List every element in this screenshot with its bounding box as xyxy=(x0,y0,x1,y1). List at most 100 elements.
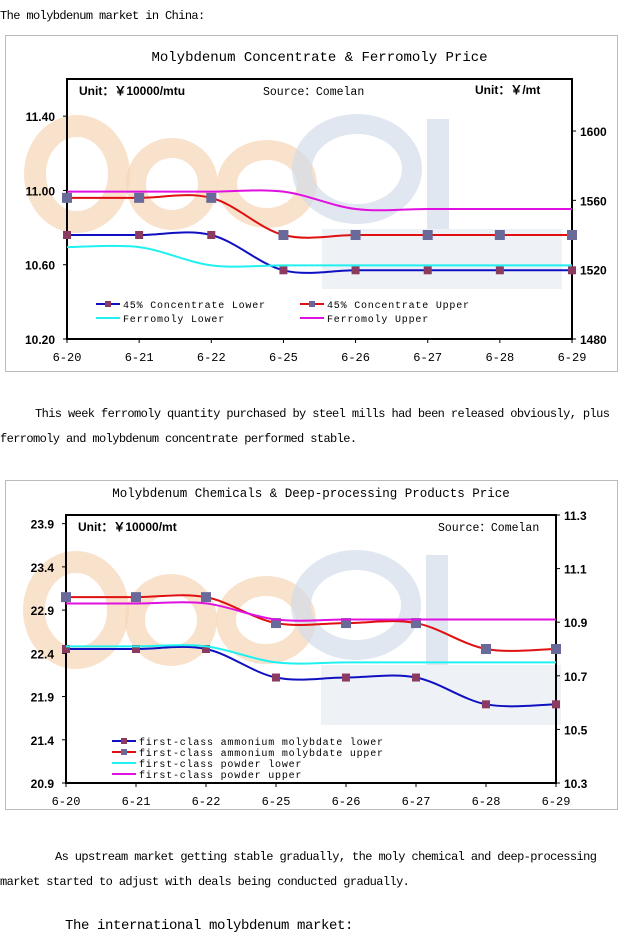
x-tick-label: 6-20 xyxy=(52,795,81,809)
source-label: Source：Comelan xyxy=(263,86,364,99)
data-point-marker xyxy=(135,231,144,239)
data-point-marker xyxy=(201,592,211,603)
data-point-marker xyxy=(422,230,433,240)
y-left-tick-label: 21.4 xyxy=(31,734,55,748)
data-point-marker xyxy=(61,592,71,603)
legend-label: first-class powder lower xyxy=(139,759,302,771)
unit-right-label: Unit：￥/mt xyxy=(475,83,540,97)
paragraph-1-line-2: ferromoly and molybdenum concentrate per… xyxy=(0,432,357,446)
data-point-marker xyxy=(552,700,560,709)
data-point-marker xyxy=(351,266,360,275)
watermark-logo xyxy=(321,665,561,725)
legend-label: Ferromoly Upper xyxy=(327,314,429,326)
data-point-marker xyxy=(279,266,288,275)
data-point-marker xyxy=(482,700,490,709)
y-right-tick-label: 10.3 xyxy=(564,777,588,791)
legend-label: 45% Concentrate Lower xyxy=(123,301,266,312)
data-point-marker xyxy=(206,192,217,203)
paragraph-2-line-1: As upstream market getting stable gradua… xyxy=(55,850,597,864)
x-tick-label: 6-25 xyxy=(262,795,291,809)
y-left-tick-label: 22.9 xyxy=(31,604,55,618)
legend-label: Ferromoly Lower xyxy=(123,314,225,326)
watermark-logo xyxy=(427,119,449,229)
x-tick-label: 6-22 xyxy=(197,351,226,365)
watermark-logo xyxy=(322,229,562,289)
watermark-logo xyxy=(24,115,130,233)
x-tick-label: 6-29 xyxy=(558,351,587,365)
watermark-logo xyxy=(126,138,218,230)
data-point-marker xyxy=(411,618,421,629)
legend-marker xyxy=(121,738,127,744)
y-left-tick-label: 23.4 xyxy=(31,561,55,575)
x-tick-label: 6-27 xyxy=(413,351,442,365)
data-point-marker xyxy=(132,645,140,653)
data-point-marker xyxy=(62,192,72,203)
y-right-tick-label: 1560 xyxy=(580,194,607,208)
y-left-tick-label: 10.60 xyxy=(25,259,55,273)
x-tick-label: 6-26 xyxy=(341,351,370,365)
paragraph-2-line-2: market started to adjust with deals bein… xyxy=(0,875,410,889)
series-line-0 xyxy=(67,231,572,274)
data-point-marker xyxy=(551,644,561,654)
series-line-3 xyxy=(66,601,556,622)
data-point-marker xyxy=(207,231,216,239)
china-market-heading: The molybdenum market in China: xyxy=(0,9,205,23)
paragraph-1-line-1: This week ferromoly quantity purchased b… xyxy=(35,407,610,421)
x-tick-label: 6-22 xyxy=(192,795,221,809)
legend-label: first-class powder upper xyxy=(139,770,302,782)
data-point-marker xyxy=(342,673,350,682)
y-left-tick-label: 10.20 xyxy=(25,333,55,347)
y-right-tick-label: 1520 xyxy=(580,264,607,278)
y-right-tick-label: 10.7 xyxy=(564,670,588,684)
x-tick-label: 6-26 xyxy=(332,795,361,809)
data-point-marker xyxy=(495,266,504,275)
international-market-heading: The international molybdenum market: xyxy=(65,918,354,934)
chart-title: Molybdenum Chemicals & Deep-processing P… xyxy=(112,487,510,501)
data-point-marker xyxy=(134,192,145,203)
legend-label: first-class ammonium molybdate upper xyxy=(139,748,384,760)
y-left-tick-label: 21.9 xyxy=(31,691,55,705)
y-right-tick-label: 10.5 xyxy=(564,723,588,737)
watermark-logo xyxy=(291,550,421,660)
data-point-marker xyxy=(481,644,491,654)
x-tick-label: 6-27 xyxy=(402,795,431,809)
y-left-tick-label: 20.9 xyxy=(31,777,55,791)
y-left-tick-label: 11.40 xyxy=(26,110,56,124)
legend-label: first-class ammonium molybdate lower xyxy=(139,737,384,749)
data-point-marker xyxy=(62,645,70,653)
y-right-tick-label: 1600 xyxy=(580,125,607,139)
data-point-marker xyxy=(271,618,281,629)
x-tick-label: 6-21 xyxy=(125,351,154,365)
data-point-marker xyxy=(202,645,210,653)
data-point-marker xyxy=(567,230,577,240)
x-tick-label: 6-20 xyxy=(53,351,82,365)
data-point-marker xyxy=(494,230,505,240)
series-line-1 xyxy=(65,594,557,652)
y-left-tick-label: 22.4 xyxy=(31,647,55,661)
data-point-marker xyxy=(272,673,280,682)
x-tick-label: 6-25 xyxy=(269,351,298,365)
source-label: Source：Comelan xyxy=(438,522,539,535)
data-point-marker xyxy=(63,231,71,239)
series-line-0 xyxy=(66,645,557,708)
series-line-1 xyxy=(67,194,572,239)
watermark-logo xyxy=(23,551,129,669)
watermark-logo xyxy=(125,574,217,666)
legend-label: 45% Concentrate Upper xyxy=(327,301,470,312)
data-point-marker xyxy=(423,266,432,275)
y-right-tick-label: 11.1 xyxy=(564,563,587,577)
legend-marker xyxy=(121,749,127,755)
data-point-marker xyxy=(278,230,289,240)
data-point-marker xyxy=(350,230,361,240)
data-point-marker xyxy=(341,618,351,629)
y-right-tick-label: 11.3 xyxy=(564,509,587,523)
data-point-marker xyxy=(568,266,576,275)
series-line-2 xyxy=(66,644,556,665)
x-tick-label: 6-28 xyxy=(472,795,501,809)
chart-title: Molybdenum Concentrate & Ferromoly Price xyxy=(151,50,487,66)
data-point-marker xyxy=(131,592,141,603)
y-right-tick-label: 1480 xyxy=(580,333,607,347)
y-right-tick-label: 10.9 xyxy=(564,616,588,630)
